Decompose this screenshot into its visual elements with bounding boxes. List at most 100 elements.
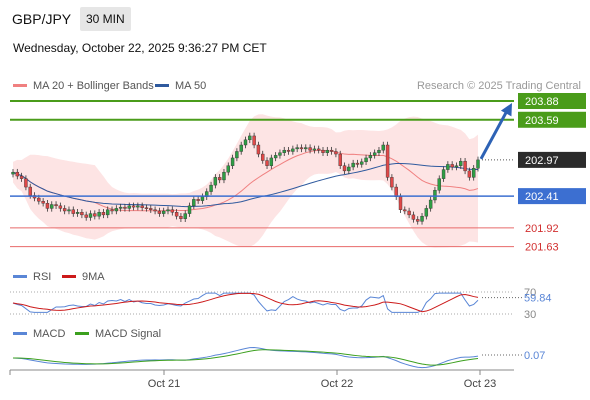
candle-body xyxy=(166,209,170,212)
candle-body xyxy=(329,149,334,152)
candle-body xyxy=(248,135,252,141)
macd-line xyxy=(12,346,479,369)
support-level-label: 201.92 xyxy=(525,223,559,235)
candle-body xyxy=(252,135,256,146)
target-level-label: 203.59 xyxy=(525,115,559,127)
candle-body xyxy=(463,160,467,172)
candle-body xyxy=(127,205,131,209)
candle-body xyxy=(454,165,459,168)
bollinger-band xyxy=(13,114,478,248)
rsi-line xyxy=(12,292,479,313)
candle-body xyxy=(170,209,175,213)
price-chart: MA 20 + Bollinger Bands MA 50 Research © 2… xyxy=(9,80,586,390)
candle-body xyxy=(351,162,355,168)
candle-body xyxy=(15,171,20,177)
rsi-legend-label: RSI xyxy=(33,271,51,283)
candle-body xyxy=(261,153,265,161)
candle-body xyxy=(62,208,67,212)
candle-body xyxy=(471,168,476,178)
rsi-ma-legend-swatch xyxy=(62,275,76,278)
candle-body xyxy=(459,160,463,166)
timeframe-badge[interactable]: 30 MIN xyxy=(80,7,131,31)
forecast-arrow-head xyxy=(500,103,512,117)
candle-body xyxy=(200,196,205,201)
candle-body xyxy=(299,147,304,150)
candle-body xyxy=(235,151,239,159)
macd-signal-legend-swatch xyxy=(75,332,89,335)
candle-body xyxy=(84,214,88,218)
candle-body xyxy=(213,177,218,186)
candle-body xyxy=(24,178,28,188)
current-price-label: 202.97 xyxy=(525,155,559,167)
candle-body xyxy=(97,212,101,217)
candle-body xyxy=(372,152,377,156)
ma20-legend-swatch xyxy=(13,84,27,87)
candle-body xyxy=(428,199,433,209)
target-level-tag xyxy=(518,111,586,128)
candle-body xyxy=(316,148,321,151)
candle-body xyxy=(347,166,351,172)
candle-body xyxy=(41,201,45,204)
candle-body xyxy=(110,209,114,212)
rsi-legend-swatch xyxy=(13,275,27,278)
candle-body xyxy=(67,209,71,212)
ma20-legend-label: MA 20 + Bollinger Bands xyxy=(33,80,154,92)
macd-legend-swatch xyxy=(13,332,27,335)
rsi-value-label: 59.84 xyxy=(524,293,552,305)
candle-body xyxy=(183,213,187,219)
candle-body xyxy=(338,153,342,166)
candle-body xyxy=(441,169,446,179)
ma50-legend-label: MA 50 xyxy=(175,80,206,92)
candle-body xyxy=(355,162,360,165)
candle-body xyxy=(411,214,416,220)
candle-body xyxy=(217,177,222,181)
candle-body xyxy=(131,205,136,208)
candle-body xyxy=(467,170,472,178)
candle-body xyxy=(58,205,63,209)
candle-body xyxy=(196,199,200,201)
candle-body xyxy=(278,152,282,156)
rsi-ma-legend-label: 9MA xyxy=(82,271,105,283)
candle-body xyxy=(437,178,441,191)
candle-body xyxy=(381,144,385,151)
candle-body xyxy=(364,157,368,163)
macd-value-label: 0.07 xyxy=(524,350,545,362)
datetime-label: Wednesday, October 22, 2025 9:36:27 PM C… xyxy=(13,41,267,55)
candle-body xyxy=(325,149,330,153)
candle-body xyxy=(312,148,317,151)
x-axis-tick-label: Oct 21 xyxy=(148,378,180,390)
candle-body xyxy=(161,210,166,214)
candle-body xyxy=(295,147,299,150)
macd-signal-legend-label: MACD Signal xyxy=(95,328,161,340)
symbol-title: GBP/JPY xyxy=(12,11,72,27)
candle-body xyxy=(407,210,411,216)
candle-body xyxy=(360,161,364,165)
candle-body xyxy=(291,148,295,152)
candle-body xyxy=(269,157,274,166)
candle-body xyxy=(390,177,394,188)
candle-body xyxy=(11,171,15,175)
candle-body xyxy=(394,186,398,197)
candle-body xyxy=(433,190,437,201)
x-axis-tick-label: Oct 23 xyxy=(464,378,496,390)
target-level-tag xyxy=(518,93,586,109)
candle-body xyxy=(174,212,179,217)
candle-body xyxy=(385,144,390,178)
candle-body xyxy=(273,155,278,159)
candle-body xyxy=(446,164,450,170)
candle-body xyxy=(239,144,243,152)
candle-body xyxy=(342,165,347,172)
candle-body xyxy=(450,164,454,168)
candle-body xyxy=(19,175,24,179)
candle-body xyxy=(140,205,144,208)
ma50-line xyxy=(12,162,479,208)
candle-body xyxy=(476,159,480,169)
candle-body xyxy=(50,204,54,209)
candle-body xyxy=(179,215,183,219)
pivot-level-tag xyxy=(518,188,586,205)
candle-body xyxy=(420,215,424,222)
candle-body xyxy=(403,209,407,212)
candle-body xyxy=(114,208,119,212)
candle-body xyxy=(106,209,110,216)
candle-body xyxy=(93,213,97,217)
